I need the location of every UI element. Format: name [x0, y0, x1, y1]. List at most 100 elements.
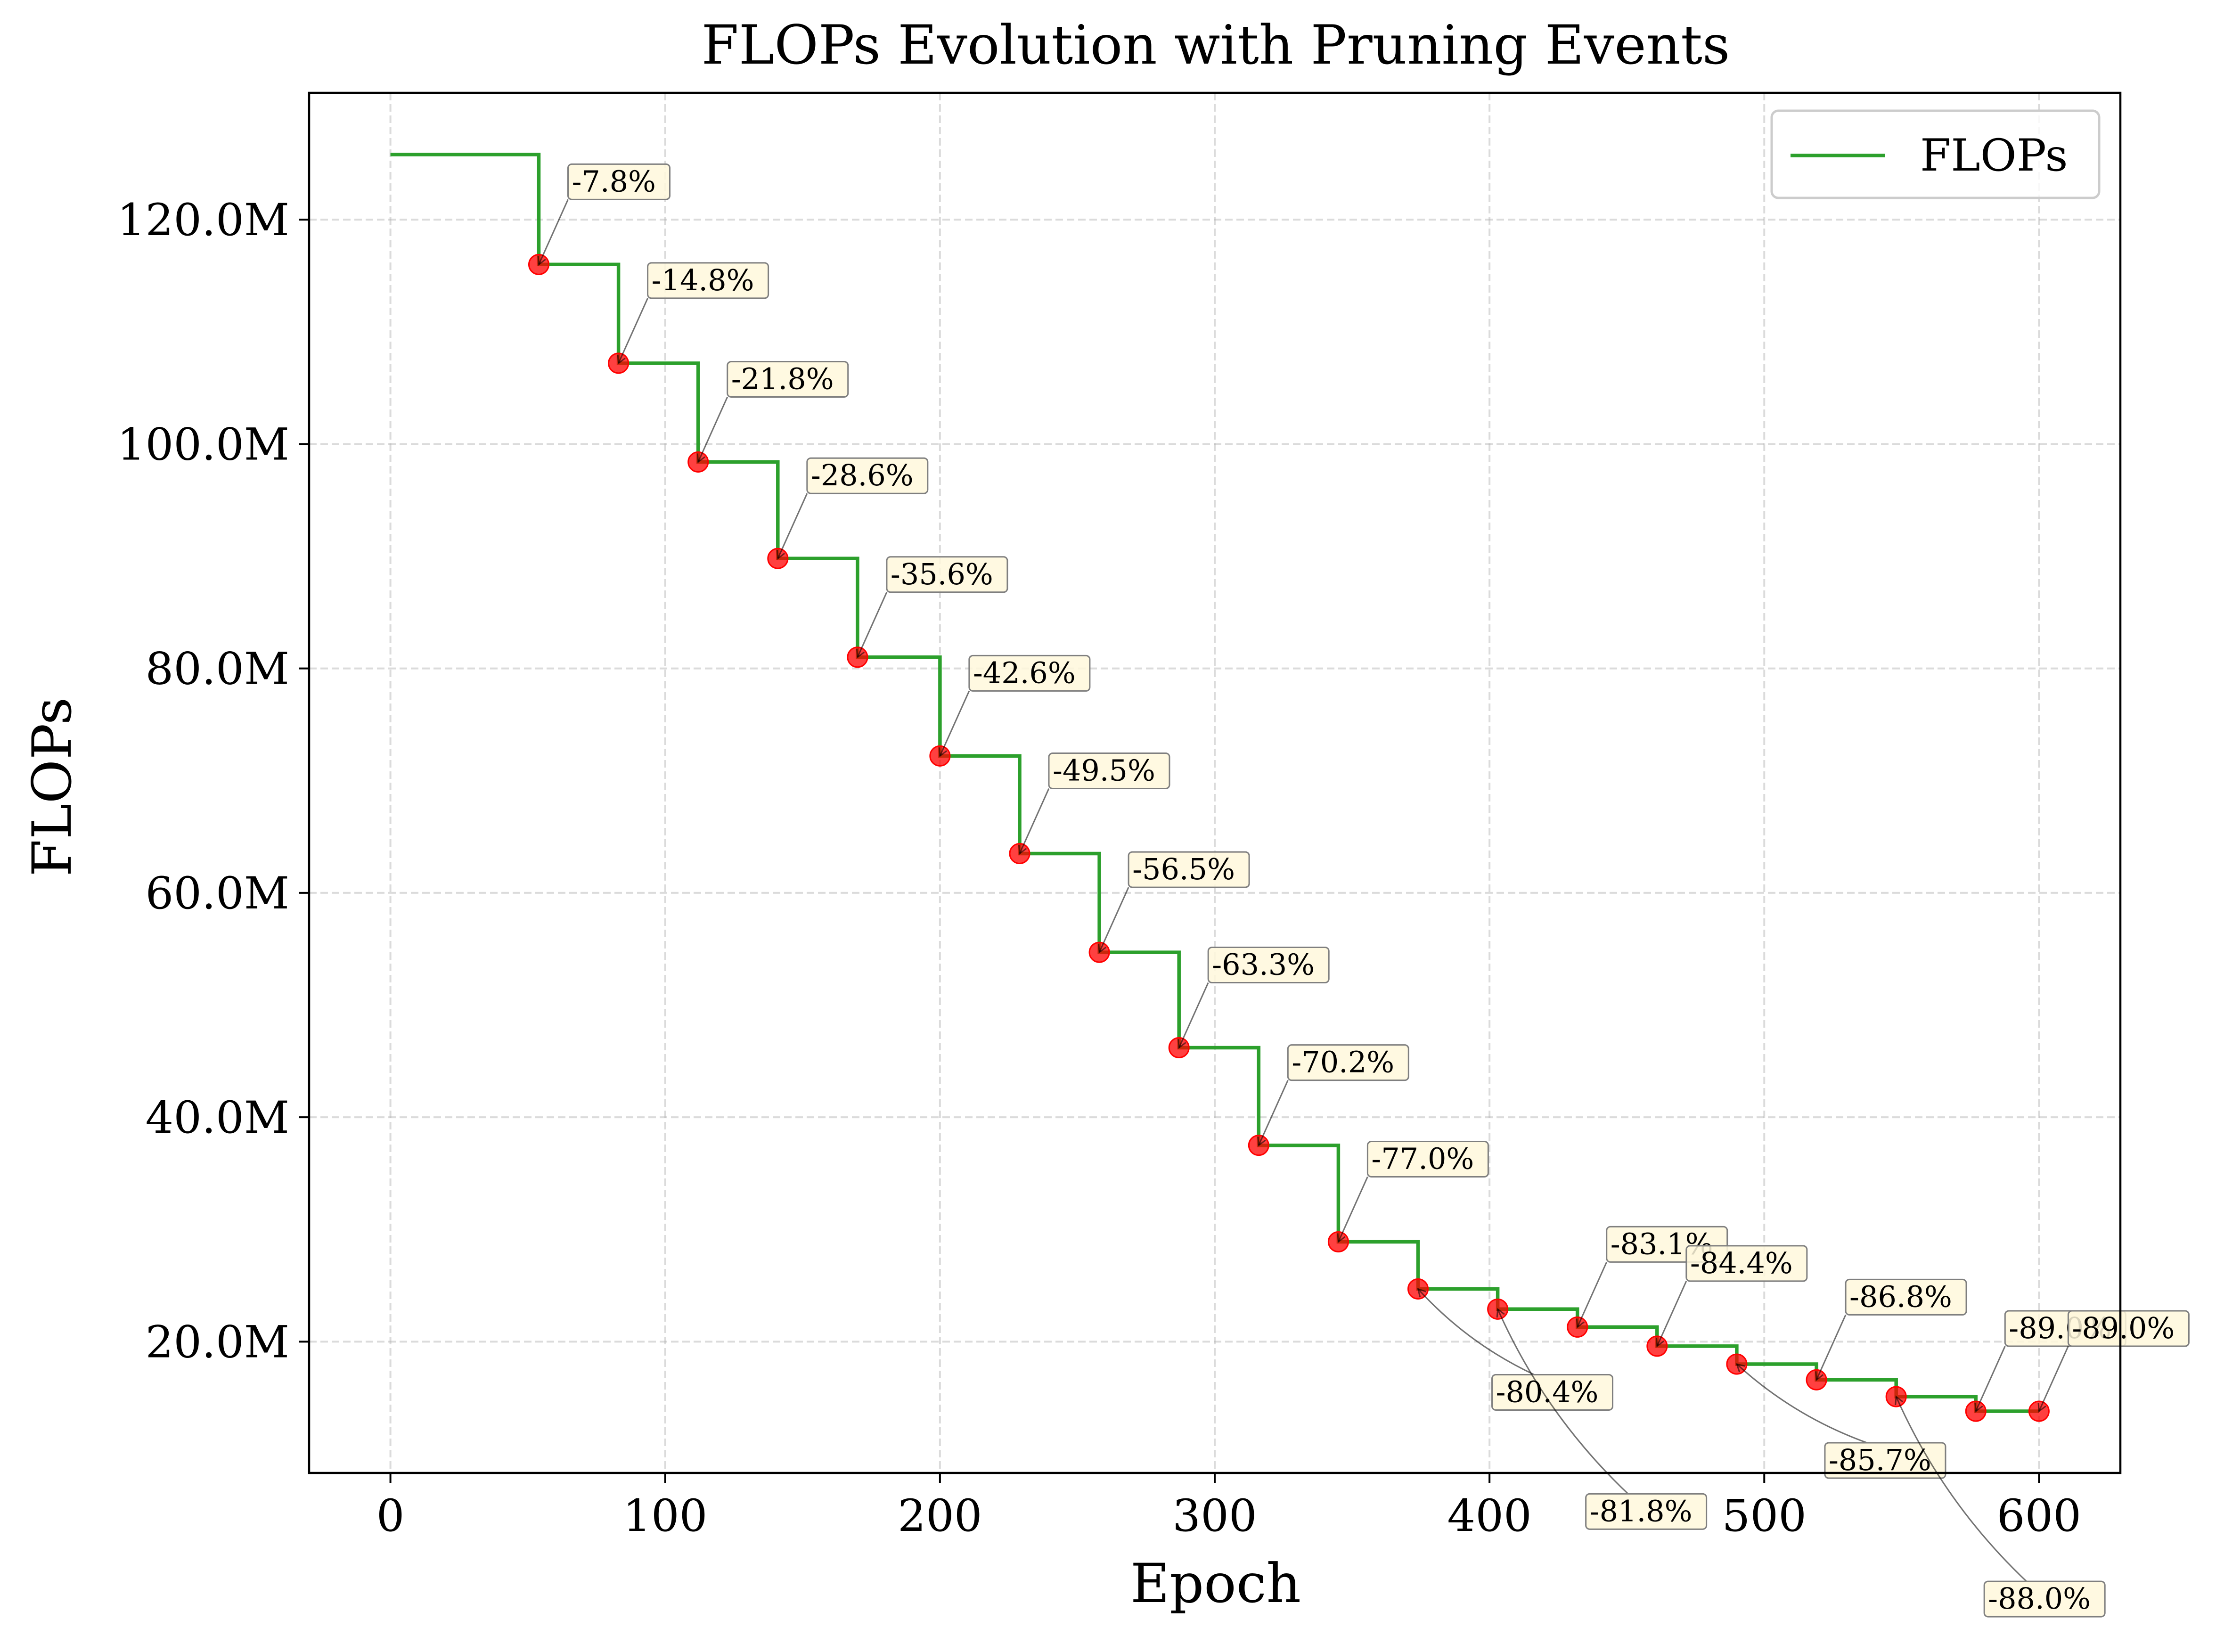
annotation-box	[2067, 1310, 2190, 1347]
annotation-arrow	[1098, 887, 1129, 953]
annotation-arrow	[1975, 1346, 2006, 1412]
x-tick-label: 300	[1172, 1490, 1257, 1542]
annotation-arrow	[857, 592, 888, 658]
annotation-arrowhead	[1178, 1039, 1186, 1049]
annotation-arrow	[1417, 1288, 1535, 1375]
annotation-arrowhead	[537, 256, 546, 266]
annotation-label: -63.3%	[1212, 947, 1315, 981]
annotation-arrowhead	[1496, 1308, 1505, 1318]
annotation-arrowhead	[1337, 1233, 1346, 1243]
annotation-arrow	[538, 199, 569, 265]
annotation-arrowhead	[1895, 1395, 1904, 1406]
annotation-arrowhead	[1417, 1288, 1427, 1298]
x-axis-label: Epoch	[1130, 1552, 1301, 1615]
annotation-box	[727, 360, 849, 398]
annotation-arrow	[777, 493, 808, 559]
annotation-label: -86.8%	[1849, 1279, 1952, 1314]
annotation-box	[1287, 1044, 1409, 1081]
annotation-box	[1048, 752, 1170, 790]
plot-frame	[308, 91, 2122, 1474]
y-tick-label: 120.0M	[117, 195, 289, 246]
legend: FLOPs	[1770, 109, 2101, 199]
annotation-arrowhead	[1815, 1371, 1824, 1382]
annotation-arrowhead	[776, 550, 785, 560]
annotation-label: -77.0%	[1371, 1141, 1474, 1176]
annotation-label: -70.2%	[1292, 1045, 1394, 1080]
axes: 0 100 200 300 400 500 600 20.0M 40.0M 60.0M 80.0M 1…	[117, 91, 2122, 1542]
annotation-arrowhead	[938, 747, 948, 758]
series-layer	[390, 153, 2050, 1422]
annotation-box	[1366, 1140, 1489, 1178]
x-tick-label: 500	[1722, 1490, 1807, 1542]
annotation-label: -84.4%	[1690, 1246, 1793, 1280]
annotation-label: -42.6%	[973, 655, 1076, 690]
annotation-arrow	[1736, 1363, 1868, 1444]
annotation-box	[567, 163, 671, 200]
y-tick-label: 20.0M	[145, 1317, 289, 1368]
y-axis-label: FLOPs	[21, 697, 83, 876]
annotation-box	[1491, 1374, 1614, 1411]
legend-frame	[1770, 109, 2101, 199]
annotation-arrow	[2038, 1346, 2069, 1412]
annotation-box	[647, 262, 769, 299]
annotation-arrowhead	[1018, 845, 1027, 855]
x-tick-label: 400	[1447, 1490, 1531, 1542]
annotation-arrow	[697, 396, 728, 463]
annotation-arrowhead	[696, 453, 705, 464]
annotation-label: -56.5%	[1132, 852, 1235, 886]
annotation-arrow	[1019, 788, 1050, 854]
x-tick-label: 600	[1997, 1490, 2081, 1542]
annotation-box	[1685, 1245, 1808, 1282]
annotation-arrowhead	[1735, 1363, 1745, 1373]
annotation-box	[1128, 851, 1250, 888]
annotation-box	[1824, 1442, 1946, 1479]
annotation-arrowhead	[1257, 1137, 1266, 1147]
annotation-arrow	[1895, 1396, 2027, 1582]
annotation-arrowhead	[1974, 1402, 1983, 1413]
annotation-box	[1207, 946, 1330, 983]
y-tick-label: 80.0M	[145, 644, 289, 695]
annotation-label: -28.6%	[811, 458, 914, 492]
series-line-flops	[390, 153, 2039, 1413]
annotation-label: -81.8%	[1590, 1494, 1693, 1528]
annotation-arrowhead	[1655, 1337, 1665, 1348]
annotation-label: -7.8%	[572, 164, 655, 198]
chart-title: FLOPs Evolution with Pruning Events	[702, 14, 1730, 76]
annotation-arrowhead	[1098, 944, 1107, 954]
annotation-label: -80.4%	[1496, 1374, 1599, 1409]
annotation-label: -49.5%	[1053, 753, 1155, 788]
annotation-arrowhead	[1576, 1318, 1585, 1329]
annotation-box	[968, 654, 1091, 692]
annotation-label: -14.8%	[652, 263, 754, 297]
y-tick-label: 40.0M	[145, 1092, 289, 1144]
annotation-arrow	[618, 298, 648, 364]
y-tick-label: 100.0M	[117, 419, 289, 470]
annotation-arrow	[1656, 1281, 1687, 1347]
annotation-arrow	[1178, 982, 1209, 1048]
annotation-label: -88.0%	[1988, 1581, 2091, 1616]
annotation-label: -35.6%	[891, 557, 993, 591]
annotation-arrowhead	[856, 648, 865, 659]
annotation-arrow	[1815, 1314, 1847, 1380]
annotation-arrow	[1577, 1261, 1608, 1328]
annotation-arrow	[939, 690, 970, 756]
legend-label-flops: FLOPs	[1920, 130, 2068, 181]
annotation-box	[1585, 1493, 1708, 1530]
x-tick-label: 0	[376, 1490, 405, 1542]
annotation-box	[1845, 1278, 1967, 1316]
annotation-box	[886, 556, 1008, 593]
annotation-arrowhead	[2037, 1402, 2046, 1413]
annotation-label: -21.8%	[731, 361, 834, 396]
x-tick-label: 200	[898, 1490, 982, 1542]
annotation-arrowhead	[617, 354, 626, 365]
annotation-box	[806, 457, 929, 494]
pruning-annotations: -7.8% -14.8% -21.8% -28.6% -35.6% -42.6% -49.5…	[537, 163, 2190, 1618]
x-tick-label: 100	[623, 1490, 707, 1542]
annotation-arrow	[1497, 1309, 1629, 1495]
annotation-box	[1983, 1580, 2106, 1618]
annotation-label: -85.7%	[1829, 1443, 1931, 1477]
annotation-label: -89.0%	[2072, 1311, 2175, 1345]
y-tick-label: 60.0M	[145, 868, 289, 919]
